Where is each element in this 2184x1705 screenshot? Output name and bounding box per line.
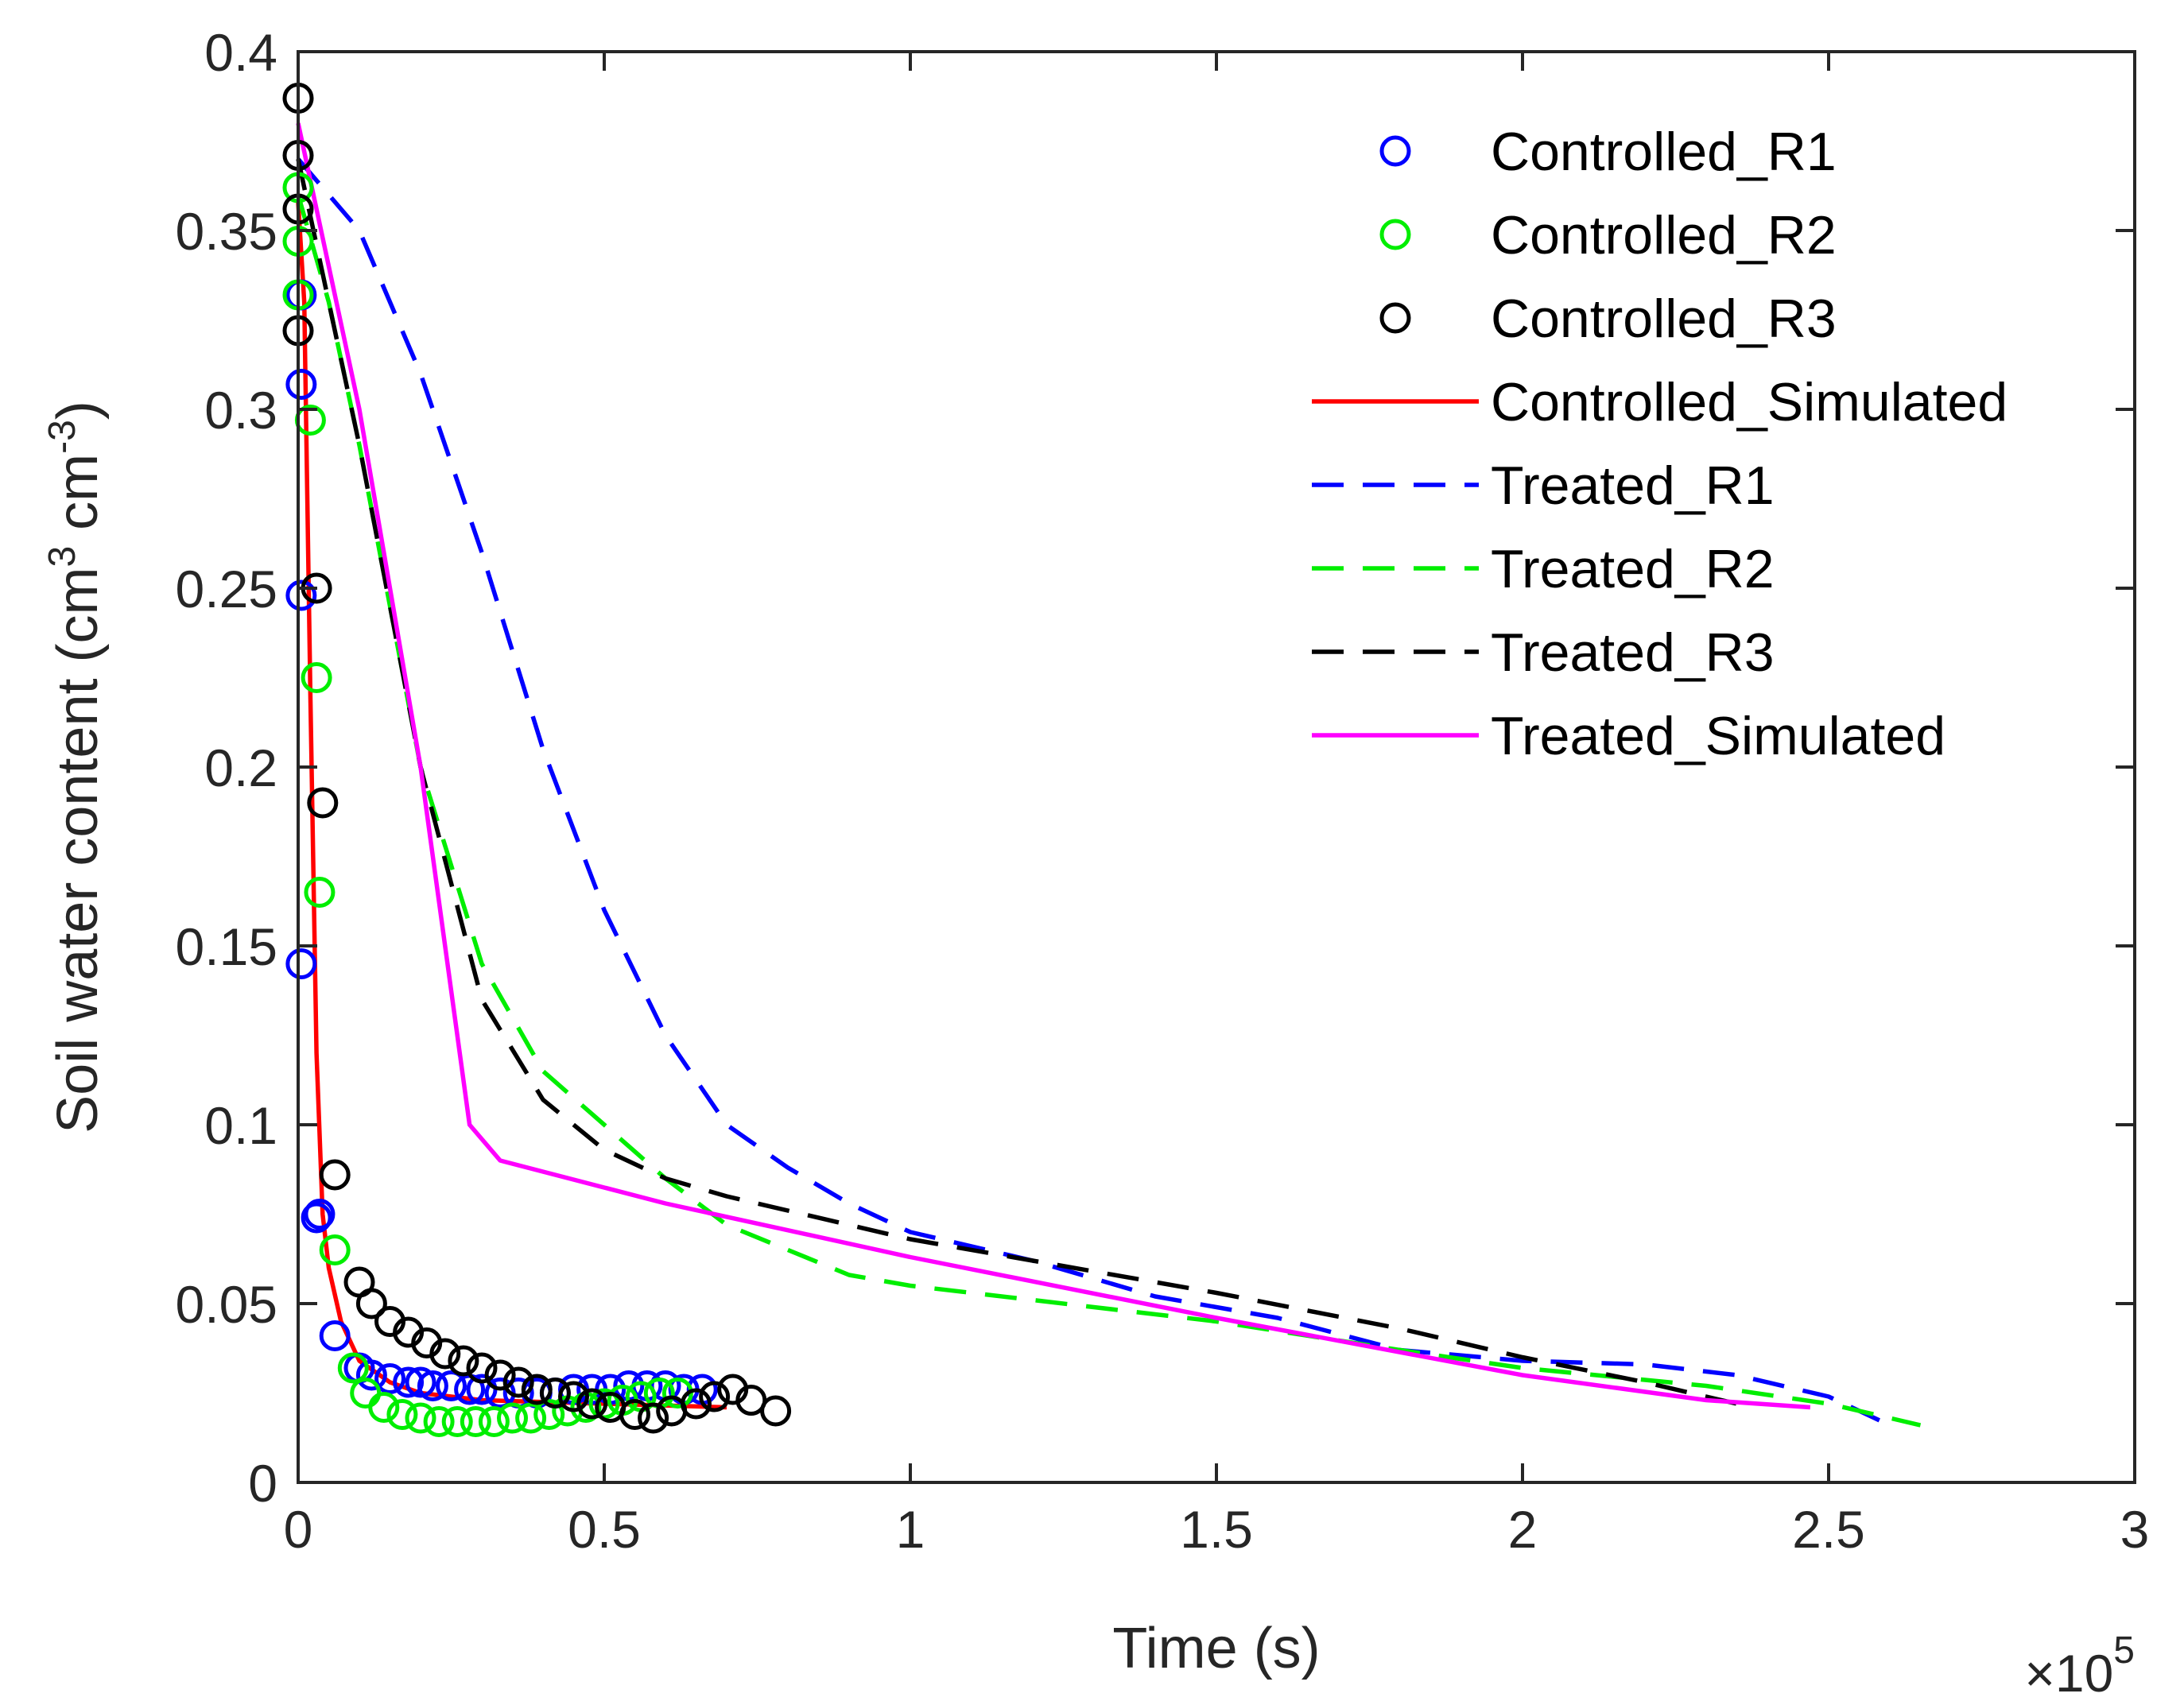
data-point-controlled-r3 xyxy=(638,1402,669,1434)
data-point-controlled-r3 xyxy=(760,1395,792,1427)
series-line-treated-r3 xyxy=(296,158,1738,1406)
x-tick-label-2: 1 xyxy=(896,1500,925,1559)
y-tick-label-8: 0.4 xyxy=(204,23,277,82)
data-point-controlled-r1 xyxy=(285,369,317,400)
y-tick-label-4: 0.2 xyxy=(204,738,277,797)
legend-marker-controlled-r1 xyxy=(1379,135,1411,167)
data-point-controlled-r3 xyxy=(558,1381,589,1412)
legend-label-treated-r2: Treated_R2 xyxy=(1491,539,1775,599)
data-point-controlled-r1 xyxy=(319,1320,351,1351)
legend-label-treated-simulated: Treated_Simulated xyxy=(1491,706,1945,766)
data-point-controlled-r3 xyxy=(466,1352,498,1384)
legend-marker-controlled-r3 xyxy=(1379,302,1411,334)
data-point-controlled-r3 xyxy=(319,1159,351,1191)
legend-label-controlled-r2: Controlled_R2 xyxy=(1491,205,1837,265)
legend-marker-controlled-r2 xyxy=(1379,219,1411,250)
series-line-treated-r1 xyxy=(296,157,1891,1428)
data-point-controlled-r2 xyxy=(460,1406,491,1437)
data-point-controlled-r3 xyxy=(448,1345,479,1377)
y-tick-label-2: 0.1 xyxy=(204,1096,277,1155)
x-axis-exponent: ×105 xyxy=(2024,1629,2135,1703)
x-axis-title: Time (s) xyxy=(1112,1617,1320,1680)
y-tick-label-0: 0 xyxy=(248,1454,277,1513)
data-point-controlled-r3 xyxy=(681,1388,712,1420)
data-point-controlled-r2 xyxy=(497,1402,528,1434)
series-line-treated-r2 xyxy=(296,194,1922,1428)
x-tick-label-6: 3 xyxy=(2120,1500,2150,1559)
ticks-layer: 0 0.5 1 1.5 2 2.5 3 0 0.05 0.1 0.15 0.2 0.25 0.3 0.35 0… xyxy=(176,23,2150,1559)
data-point-controlled-r2 xyxy=(515,1402,547,1434)
data-point-controlled-r3 xyxy=(355,1288,387,1319)
series-line-treated-simulated xyxy=(296,122,1811,1410)
data-point-controlled-r2 xyxy=(304,877,336,908)
data-point-controlled-r1 xyxy=(405,1366,436,1398)
x-axis-exponent-power: 5 xyxy=(2113,1629,2135,1672)
data-point-controlled-r1 xyxy=(374,1363,405,1394)
y-tick-label-7: 0.35 xyxy=(176,202,277,261)
data-point-controlled-r3 xyxy=(539,1378,571,1409)
legend-label-controlled-simulated: Controlled_Simulated xyxy=(1491,372,2007,432)
data-point-controlled-r3 xyxy=(484,1359,516,1391)
y-tick-label-3: 0.15 xyxy=(176,917,277,976)
legend-label-controlled-r1: Controlled_R1 xyxy=(1491,122,1837,182)
plot-background xyxy=(298,52,2135,1482)
data-point-controlled-r1 xyxy=(417,1370,448,1401)
y-tick-label-1: 0.05 xyxy=(176,1275,277,1334)
data-point-controlled-r1 xyxy=(301,1202,332,1234)
series-line-controlled-simulated xyxy=(296,201,727,1410)
data-point-controlled-r1 xyxy=(285,948,317,979)
data-point-controlled-r3 xyxy=(699,1381,731,1412)
data-point-controlled-r2 xyxy=(441,1406,473,1437)
data-point-controlled-r3 xyxy=(521,1374,553,1405)
legend-label-treated-r3: Treated_R3 xyxy=(1491,622,1775,683)
data-point-controlled-r3 xyxy=(429,1338,461,1370)
data-point-controlled-r2 xyxy=(337,1352,369,1384)
x-tick-label-3: 1.5 xyxy=(1180,1500,1253,1559)
y-axis-title-end: ) xyxy=(46,401,110,420)
x-tick-label-4: 2 xyxy=(1508,1500,1538,1559)
data-point-controlled-r2 xyxy=(368,1392,400,1423)
data-point-controlled-r2 xyxy=(386,1399,418,1430)
x-tick-label-1: 0.5 xyxy=(568,1500,641,1559)
data-point-controlled-r2 xyxy=(301,662,332,693)
data-point-controlled-r3 xyxy=(619,1399,650,1430)
y-axis-title-main: Soil water content (cm xyxy=(46,568,110,1133)
data-point-controlled-r2 xyxy=(478,1406,510,1437)
data-point-controlled-r3 xyxy=(502,1366,534,1398)
data-point-controlled-r2 xyxy=(405,1402,436,1434)
x-tick-label-0: 0 xyxy=(284,1500,313,1559)
legend-label-controlled-r3: Controlled_R3 xyxy=(1491,289,1837,349)
x-tick-label-5: 2.5 xyxy=(1792,1500,1865,1559)
data-point-controlled-r1 xyxy=(393,1366,425,1398)
y-axis-title: Soil water content (cm3 cm-3) xyxy=(41,401,110,1133)
data-point-controlled-r2 xyxy=(319,1234,351,1265)
series-layer xyxy=(282,83,1922,1437)
data-point-controlled-r3 xyxy=(576,1388,608,1420)
legend: Controlled_R1 Controlled_R2 Controlled_R3 C… xyxy=(1312,122,2007,766)
y-axis-title-sup2: -3 xyxy=(41,420,83,454)
legend-label-treated-r1: Treated_R1 xyxy=(1491,455,1775,516)
data-point-controlled-r1 xyxy=(436,1370,467,1401)
data-point-controlled-r3 xyxy=(307,787,339,819)
data-point-controlled-r2 xyxy=(423,1406,455,1437)
y-tick-label-6: 0.3 xyxy=(204,381,277,440)
y-axis-title-sup1: 3 xyxy=(41,546,83,568)
data-point-controlled-r1 xyxy=(304,1199,336,1230)
y-axis-title-mid: cm xyxy=(46,454,110,546)
data-point-controlled-r1 xyxy=(355,1359,387,1391)
y-tick-label-5: 0.25 xyxy=(176,560,277,618)
data-point-controlled-r1 xyxy=(285,579,317,611)
data-point-controlled-r2 xyxy=(533,1399,565,1430)
x-axis-exponent-base: ×10 xyxy=(2024,1644,2113,1703)
